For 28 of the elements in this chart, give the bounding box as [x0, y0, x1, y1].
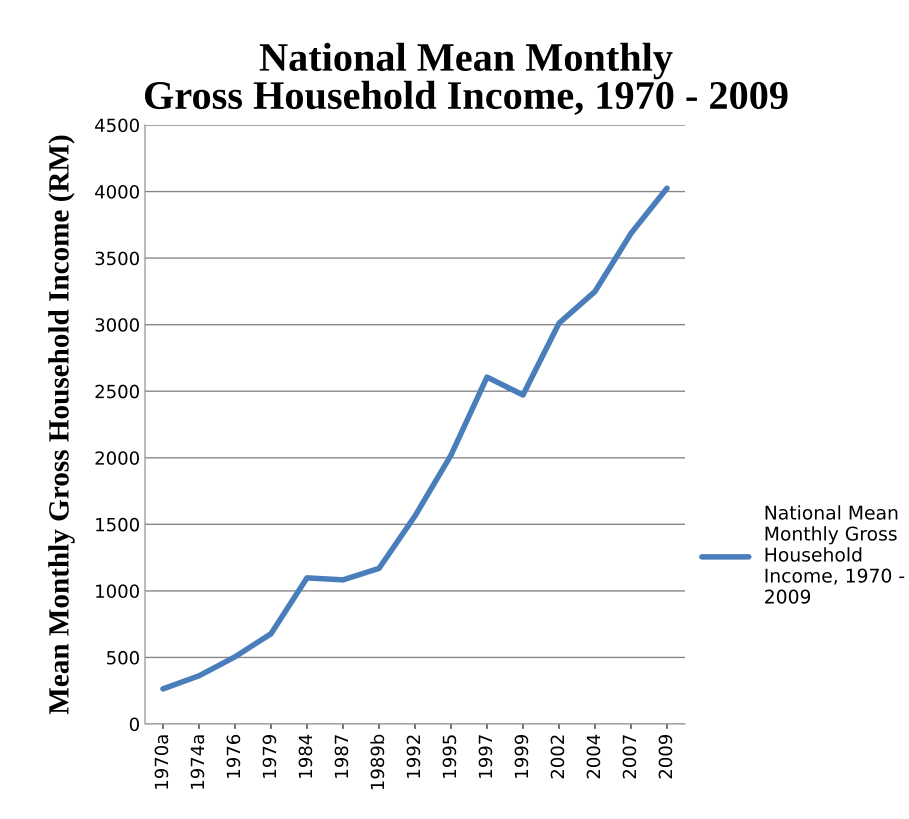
x-tick-label: 2007 [622, 735, 636, 778]
x-tick-label: 1999 [514, 734, 528, 778]
y-tick-label: 4500 [95, 118, 139, 132]
x-tick-label: 1974a [190, 735, 204, 789]
x-tick-label: 2009 [658, 734, 672, 778]
x-tick-label: 1987 [334, 735, 348, 778]
legend-label: National Mean Monthly Gross Household Income, 1970 - 2009 [765, 505, 904, 604]
y-tick-label: 2000 [96, 451, 139, 465]
y-tick-label: 0 [130, 717, 139, 732]
x-tick-label: 1997 [478, 735, 492, 778]
y-tick-label: 500 [107, 650, 139, 665]
y-tick-label: 3500 [96, 252, 139, 266]
x-tick-label: 1970a [154, 735, 168, 789]
y-tick-label: 4000 [95, 185, 139, 199]
x-tick-label: 1989b [370, 734, 384, 790]
y-tick-label: 2500 [96, 384, 139, 398]
x-tick-label: 1984 [298, 734, 312, 778]
x-tick-label: 1995 [442, 735, 456, 778]
x-tick-label: 2002 [550, 736, 564, 778]
x-tick-label: 2004 [586, 734, 600, 778]
y-tick-label: 1500 [96, 518, 139, 532]
x-tick-label: 1979 [262, 734, 276, 778]
chart-title: National Mean Monthly Gross Household Income, 1970 - 2009 [144, 42, 788, 115]
y-axis-title: Mean Monthly Gross Household Income (RM) [48, 136, 75, 714]
y-tick-label: 3000 [96, 318, 139, 332]
y-tick-label: 1000 [96, 584, 139, 598]
x-tick-label: 1992 [406, 736, 420, 778]
x-tick-label: 1976 [226, 734, 240, 778]
